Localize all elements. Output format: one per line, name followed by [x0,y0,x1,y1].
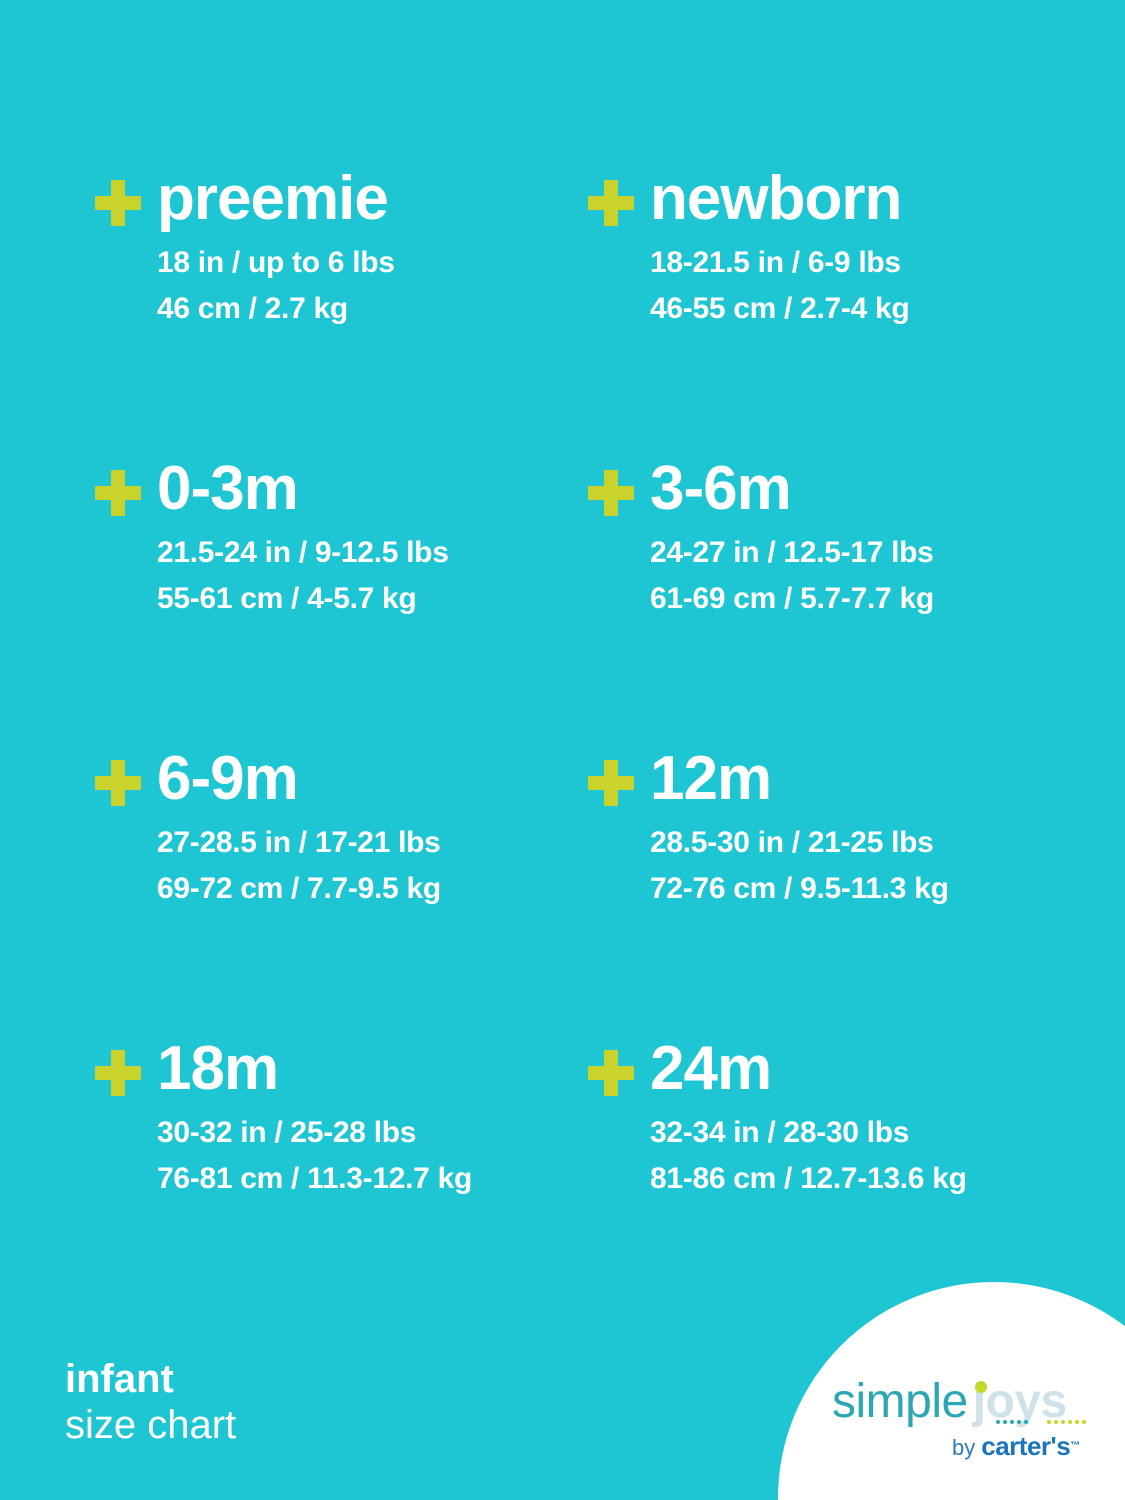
dotted-underline-yellow-icon [1047,1420,1089,1424]
size-metric: 69-72 cm / 7.7-9.5 kg [157,872,441,905]
chart-subtitle: size chart [65,1403,237,1447]
size-imperial: 28.5-30 in / 21-25 lbs [650,826,934,859]
size-imperial: 24-27 in / 12.5-17 lbs [650,536,934,569]
size-imperial: 18 in / up to 6 lbs [157,246,395,279]
brand-logo: simple joys [832,1378,1067,1437]
plus-icon [95,470,141,516]
size-entry-18m: 18m 30-32 in / 25-28 lbs 76-81 cm / 11.3… [95,1038,575,1202]
size-metric: 72-76 cm / 9.5-11.3 kg [650,872,949,905]
size-label: 3-6m [650,454,792,523]
logo-word-simple: simple [832,1375,968,1428]
size-metric: 46-55 cm / 2.7-4 kg [650,292,910,325]
plus-icon [95,1050,141,1096]
size-metric: 61-69 cm / 5.7-7.7 kg [650,582,934,615]
chart-category: infant [65,1357,174,1401]
size-entry-12m: 12m 28.5-30 in / 21-25 lbs 72-76 cm / 9.… [588,748,1068,912]
size-metric: 76-81 cm / 11.3-12.7 kg [157,1162,472,1195]
logo-dotted-underline [996,1420,1089,1424]
plus-icon [588,180,634,226]
plus-icon [588,470,634,516]
size-imperial: 21.5-24 in / 9-12.5 lbs [157,536,449,569]
size-metric: 55-61 cm / 4-5.7 kg [157,582,417,615]
size-imperial: 32-34 in / 28-30 lbs [650,1116,910,1149]
plus-icon [95,760,141,806]
size-entry-24m: 24m 32-34 in / 28-30 lbs 81-86 cm / 12.7… [588,1038,1068,1202]
byline-brand: carter's [981,1431,1071,1461]
byline-by: by [952,1435,976,1460]
plus-icon [588,1050,634,1096]
size-label: 0-3m [157,454,299,523]
logo-word-joys-text: joys [972,1375,1068,1428]
dotted-underline-teal-icon [996,1420,1031,1424]
plus-icon [95,180,141,226]
size-label: 24m [650,1034,772,1103]
size-entry-preemie: preemie 18 in / up to 6 lbs 46 cm / 2.7 … [95,168,575,332]
size-label: 12m [650,744,772,813]
size-label: 6-9m [157,744,299,813]
size-metric: 81-86 cm / 12.7-13.6 kg [650,1162,967,1195]
logo-word-joys: joys [972,1375,1068,1428]
size-entry-3-6m: 3-6m 24-27 in / 12.5-17 lbs 61-69 cm / 5… [588,458,1068,622]
chart-footer: infant size chart [65,1356,236,1448]
size-imperial: 18-21.5 in / 6-9 lbs [650,246,901,279]
size-label: 18m [157,1034,279,1103]
size-metric: 46 cm / 2.7 kg [157,292,348,325]
size-imperial: 30-32 in / 25-28 lbs [157,1116,417,1149]
size-label: newborn [650,164,902,233]
trademark-symbol: ™ [1070,1440,1081,1452]
size-entry-newborn: newborn 18-21.5 in / 6-9 lbs 46-55 cm / … [588,168,1068,332]
plus-icon [588,760,634,806]
joys-dot-icon [974,1381,987,1393]
size-entry-0-3m: 0-3m 21.5-24 in / 9-12.5 lbs 55-61 cm / … [95,458,575,622]
brand-byline: by carter's™ [952,1431,1080,1462]
size-entry-6-9m: 6-9m 27-28.5 in / 17-21 lbs 69-72 cm / 7… [95,748,575,912]
size-imperial: 27-28.5 in / 17-21 lbs [157,826,441,859]
size-label: preemie [157,164,389,233]
